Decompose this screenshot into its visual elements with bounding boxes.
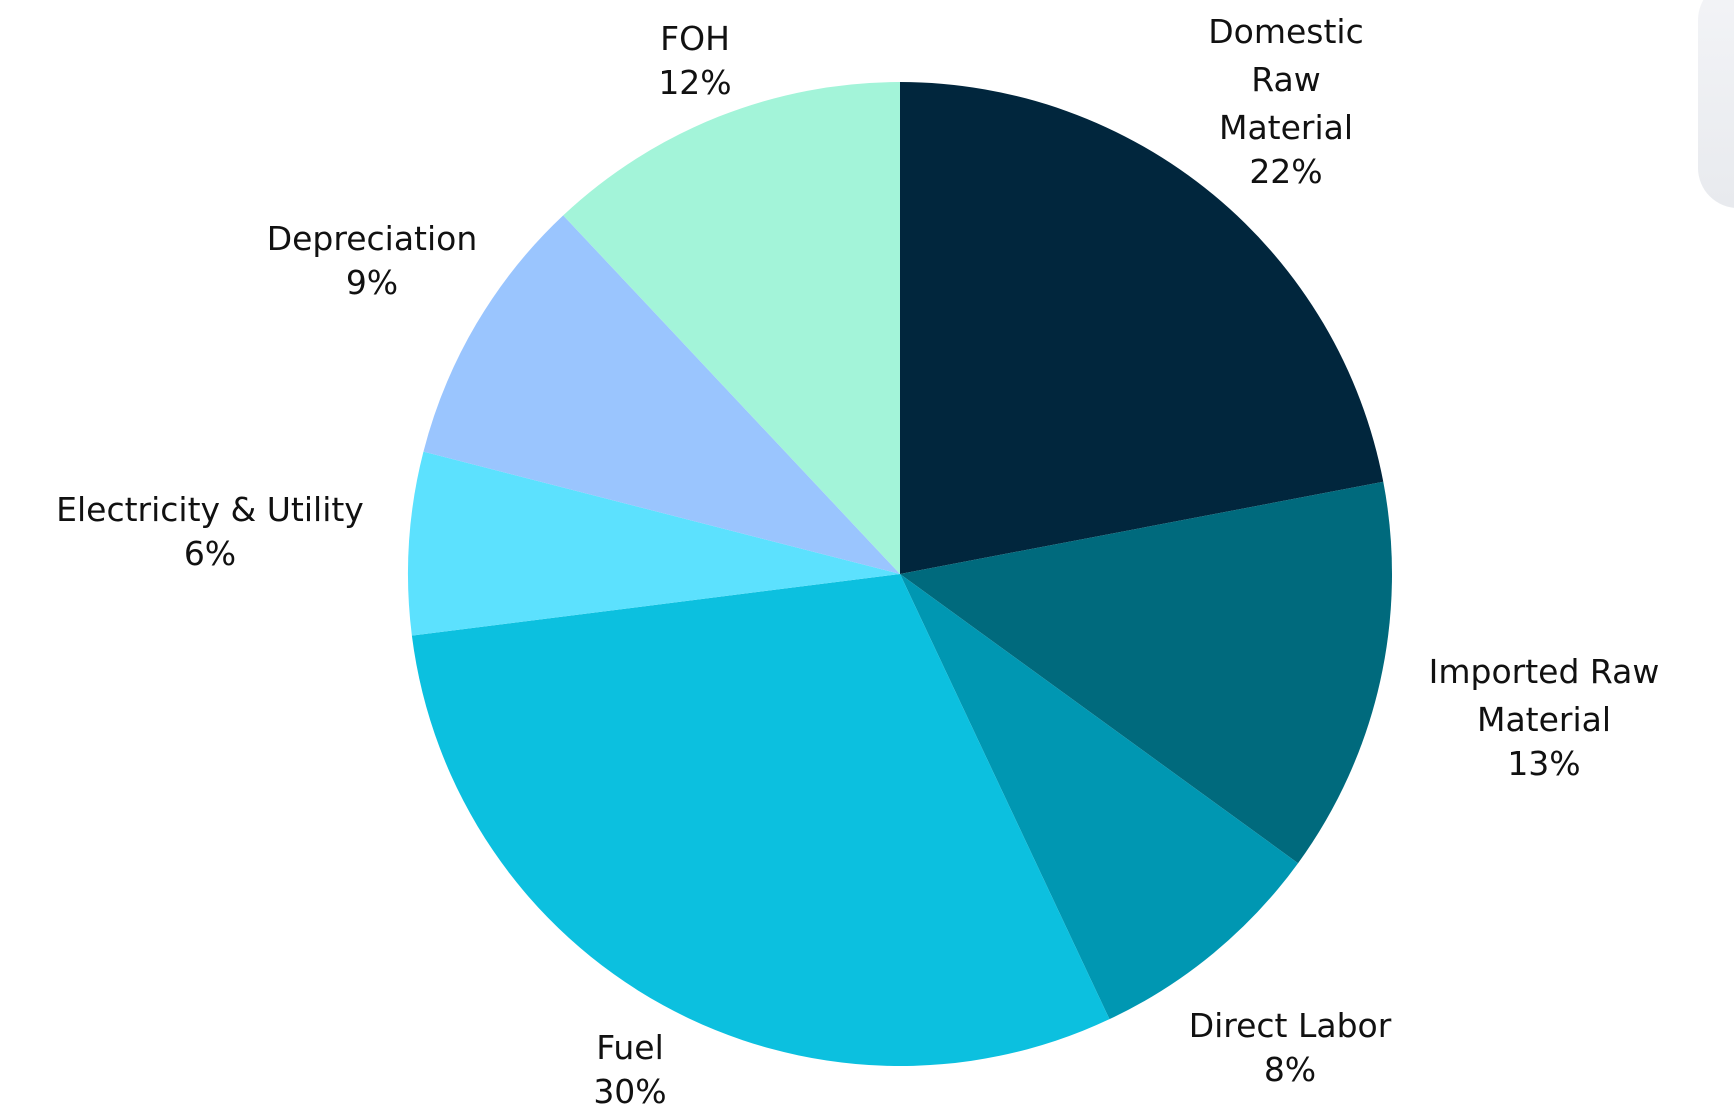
value-label: 6%	[183, 533, 237, 573]
value-label: 22%	[1249, 151, 1323, 191]
pie-slice	[900, 82, 1384, 574]
category-label: Electricity & Utility	[56, 490, 364, 529]
value-label: 8%	[1263, 1049, 1317, 1089]
slice-label: Electricity & Utility 6%	[20, 486, 400, 573]
pie-slice	[900, 574, 1299, 1020]
slice-label: Domestic Raw Material 22%	[1186, 8, 1386, 191]
pie-slice	[408, 451, 900, 636]
category-label: Domestic Raw Material	[1208, 12, 1364, 147]
slice-label: Imported Raw Material 13%	[1394, 648, 1694, 783]
slice-label: Fuel 30%	[530, 1024, 730, 1111]
category-label: Direct Labor	[1188, 1006, 1392, 1045]
category-label: Imported Raw Material	[1428, 652, 1660, 739]
value-label: 13%	[1507, 743, 1581, 783]
category-label: Fuel	[596, 1028, 664, 1067]
value-label: 30%	[593, 1071, 667, 1111]
panel-edge	[1698, 0, 1734, 208]
pie-slice	[411, 574, 1110, 1067]
value-label: 9%	[345, 262, 399, 302]
category-label: Depreciation	[266, 219, 478, 258]
slice-label: Depreciation 9%	[222, 215, 522, 302]
pie-slice	[423, 215, 900, 574]
category-label: FOH	[660, 19, 730, 58]
pie-slice	[563, 82, 900, 574]
slice-label: Direct Labor 8%	[1140, 1002, 1440, 1089]
value-label: 12%	[658, 62, 732, 102]
slice-label: FOH 12%	[595, 15, 795, 102]
pie-slice	[900, 481, 1392, 864]
